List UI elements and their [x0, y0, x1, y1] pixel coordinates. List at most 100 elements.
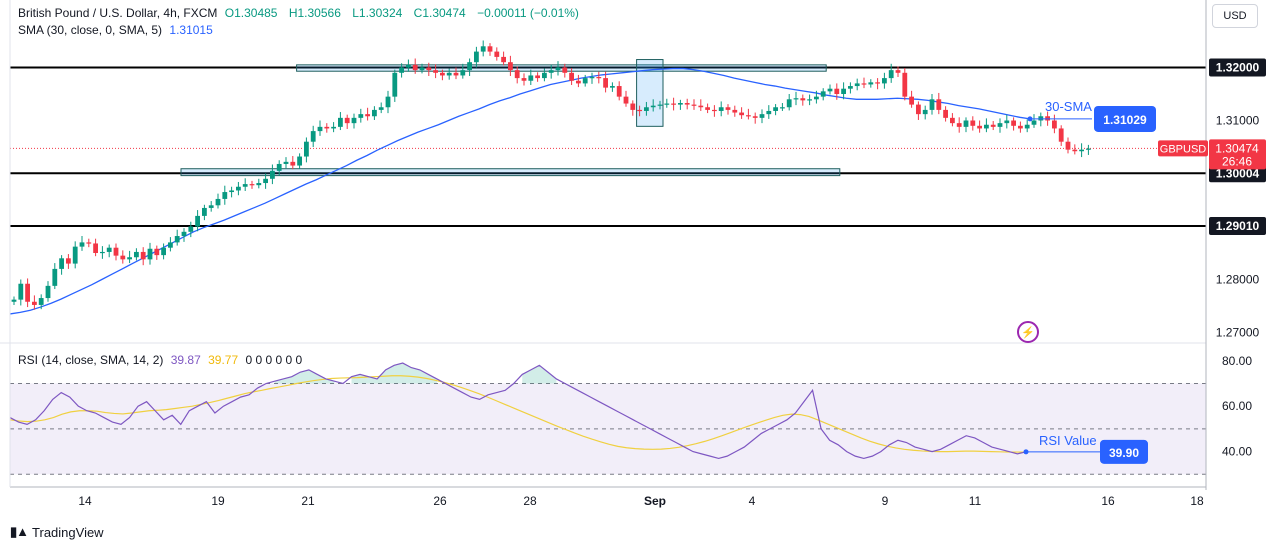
rsi-annotation-text: RSI Value [1039, 433, 1097, 448]
candle-body [521, 78, 527, 81]
sma-legend: SMA (30, close, 0, SMA, 5) 1.31015 [18, 23, 217, 37]
candle [52, 263, 58, 290]
candle [100, 246, 105, 259]
candle-body [1004, 120, 1010, 124]
rsi-overbought-fill [547, 372, 557, 384]
candle [800, 94, 806, 106]
candle-body [1024, 124, 1030, 129]
candle-body [548, 70, 554, 73]
price-axis-label-bg [1209, 58, 1266, 77]
candle [304, 137, 309, 163]
candle [222, 185, 228, 205]
candle [650, 99, 656, 112]
rsi-overbought-fill [428, 374, 437, 384]
candle-body [814, 96, 819, 100]
candle [433, 64, 438, 79]
tradingview-logo[interactable]: ▮▲ TradingView [10, 524, 104, 540]
time-axis-label: 16 [1101, 494, 1115, 508]
ohlc-o-label: O [224, 6, 235, 20]
candle-body [916, 104, 921, 115]
candle-body [501, 56, 506, 63]
candle-body [623, 96, 629, 104]
candle-body [440, 72, 445, 76]
candle [174, 229, 180, 246]
candle-body [834, 88, 840, 94]
candle [678, 99, 683, 110]
candle-body [888, 70, 894, 79]
candle-body [310, 131, 316, 142]
candle-body [426, 67, 432, 71]
candle-body [66, 258, 71, 264]
candle-body [848, 86, 853, 89]
candle [460, 63, 466, 79]
candle-body [344, 117, 350, 124]
candle-body [610, 86, 615, 88]
candle-body [406, 64, 411, 68]
candle [814, 90, 819, 104]
candle-body [759, 114, 765, 118]
candle-body [59, 258, 64, 269]
candle [317, 120, 323, 136]
candle-body [895, 70, 901, 73]
candle-body [1011, 120, 1016, 126]
candle-body [229, 190, 234, 193]
lightning-icon[interactable]: ⚡ [1017, 321, 1039, 343]
candle [990, 121, 996, 131]
countdown-tag: 26:46 [1222, 154, 1252, 168]
candle-body [215, 198, 221, 206]
candle [372, 106, 377, 120]
currency-button[interactable]: USD [1212, 4, 1258, 28]
candle [718, 101, 724, 117]
candle-body [657, 104, 663, 106]
sma-label: SMA (30, close, 0, SMA, 5) [18, 23, 163, 37]
candle [208, 201, 214, 212]
candle-body [793, 98, 799, 100]
time-axis-label: 28 [523, 494, 537, 508]
candle-body [800, 98, 806, 101]
sma-30-line [9, 67, 1031, 315]
candle-body [542, 72, 547, 79]
candle-body [664, 103, 670, 105]
candle-body [970, 120, 976, 126]
candle-body [576, 80, 581, 84]
candle [446, 68, 452, 80]
candle-body [392, 72, 398, 97]
candle [249, 180, 255, 189]
candle [603, 71, 608, 93]
candle-body [997, 123, 1003, 127]
candle-body [460, 70, 466, 76]
candle [780, 103, 785, 111]
candle [310, 125, 316, 147]
candle-body [1038, 116, 1044, 121]
candle [569, 68, 574, 85]
candle [276, 160, 282, 176]
candle [45, 281, 51, 302]
candle-body [875, 82, 880, 84]
rsi-value-tag: 39.90 [1109, 446, 1139, 460]
candle [514, 66, 520, 84]
candle-body [242, 184, 248, 187]
candle [93, 238, 98, 257]
candle [399, 63, 404, 78]
candle-body [249, 184, 255, 186]
candle-body [882, 78, 887, 84]
candle-body [1079, 149, 1084, 152]
candle-body [365, 114, 370, 117]
candle [263, 173, 268, 189]
candle-body [270, 170, 275, 179]
ohlc-c-label: C [413, 6, 423, 20]
zone-resistance [296, 64, 827, 72]
candle [1079, 143, 1084, 158]
candle [426, 62, 432, 76]
candle-body [181, 231, 187, 237]
candle-body [868, 82, 874, 85]
candle [528, 69, 534, 85]
candle [351, 113, 357, 129]
candle-body [943, 109, 948, 118]
candle [834, 83, 840, 100]
candle-body [528, 75, 534, 81]
candle-body [494, 51, 500, 57]
sma-value: 1.31015 [169, 23, 213, 37]
candle [440, 69, 445, 81]
